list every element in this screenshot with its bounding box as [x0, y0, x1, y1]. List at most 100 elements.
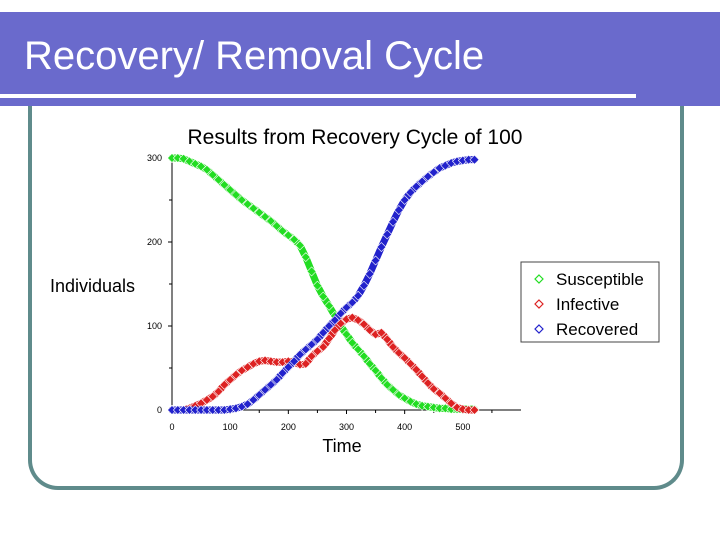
data-point	[318, 327, 329, 338]
data-point	[295, 240, 305, 251]
data-point	[353, 315, 364, 326]
chart-legend: Susceptible Infective Recovered	[520, 261, 660, 343]
data-point	[207, 391, 218, 402]
data-point	[376, 242, 387, 252]
data-point	[265, 356, 276, 367]
data-point	[289, 234, 300, 245]
data-point	[265, 379, 276, 390]
x-tick-label: 200	[281, 422, 296, 432]
slide-title: Recovery/ Removal Cycle	[24, 34, 485, 78]
data-point	[312, 346, 323, 357]
data-point	[324, 321, 334, 331]
data-point	[382, 379, 393, 390]
chart-title: Results from Recovery Cycle of 100	[188, 126, 523, 149]
legend-marker	[534, 324, 544, 334]
data-point	[370, 255, 381, 266]
data-point	[306, 266, 317, 277]
data-point	[283, 362, 294, 373]
data-point	[393, 347, 404, 358]
data-point	[312, 334, 323, 345]
data-point	[201, 164, 212, 175]
data-point	[260, 355, 270, 366]
data-point	[370, 365, 381, 376]
legend-entry: Infective	[556, 295, 619, 314]
data-point	[440, 403, 451, 414]
data-point	[347, 337, 358, 348]
data-point	[265, 216, 276, 226]
data-point	[417, 371, 428, 382]
data-point	[399, 352, 410, 363]
data-point	[248, 203, 259, 214]
data-point	[207, 169, 218, 180]
data-point	[353, 344, 364, 355]
data-point	[295, 349, 305, 360]
data-point	[329, 315, 340, 326]
data-point	[248, 394, 259, 405]
y-tick-label: 300	[147, 153, 162, 163]
data-point	[469, 154, 480, 165]
data-point	[353, 290, 364, 301]
x-tick-label: 500	[455, 422, 470, 432]
data-point	[359, 351, 369, 362]
data-point	[225, 374, 236, 385]
data-point	[172, 153, 183, 163]
data-point	[306, 351, 317, 362]
data-point	[440, 393, 451, 404]
slide-header: Recovery/ Removal Cycle	[0, 12, 720, 106]
data-point	[382, 334, 393, 345]
data-point	[300, 252, 311, 263]
data-point	[300, 344, 311, 355]
y-tick-label: 100	[147, 321, 162, 331]
data-point	[411, 364, 422, 375]
data-point	[405, 358, 416, 369]
legend-box	[520, 261, 660, 343]
x-tick-label: 100	[223, 422, 238, 432]
data-point	[382, 229, 393, 240]
data-point	[359, 319, 369, 330]
chart-series	[167, 153, 480, 415]
data-point	[434, 388, 445, 399]
x-axis-label: Time	[322, 436, 361, 456]
data-point	[376, 327, 387, 338]
data-point	[260, 211, 270, 222]
data-point	[446, 398, 457, 409]
data-point	[219, 379, 230, 390]
series-recovered	[167, 154, 480, 415]
data-point	[376, 373, 387, 384]
data-point	[364, 325, 375, 336]
legend-marker	[534, 274, 544, 284]
data-point	[236, 195, 247, 205]
y-tick-label: 200	[147, 237, 162, 247]
data-point	[388, 342, 398, 352]
data-point	[341, 302, 352, 313]
data-point	[335, 308, 346, 319]
series-susceptible	[167, 153, 480, 415]
content-frame	[28, 106, 684, 490]
data-point	[359, 280, 369, 291]
data-point	[405, 187, 416, 198]
data-point	[312, 280, 323, 291]
series-line	[168, 154, 478, 413]
data-point	[469, 405, 480, 415]
data-point	[225, 184, 236, 195]
data-point	[457, 404, 468, 415]
data-point	[254, 207, 265, 218]
x-tick-label: 400	[397, 422, 412, 432]
chart-axes: 0 100 200 300 0 100 200 300 400 500	[147, 153, 521, 432]
data-point	[318, 291, 329, 302]
data-point	[341, 329, 352, 340]
data-point	[411, 181, 422, 192]
legend-marker	[534, 299, 544, 309]
data-point	[423, 171, 433, 182]
y-tick-label: 0	[157, 405, 162, 415]
data-point	[417, 400, 428, 411]
data-point	[318, 342, 329, 352]
header-rule	[0, 94, 636, 98]
data-point	[388, 384, 398, 395]
legend-entry: Recovered	[556, 320, 638, 339]
x-tick-label: 0	[169, 422, 174, 432]
data-point	[283, 230, 294, 241]
data-point	[289, 356, 300, 367]
data-point	[271, 374, 282, 385]
data-point	[231, 369, 241, 380]
